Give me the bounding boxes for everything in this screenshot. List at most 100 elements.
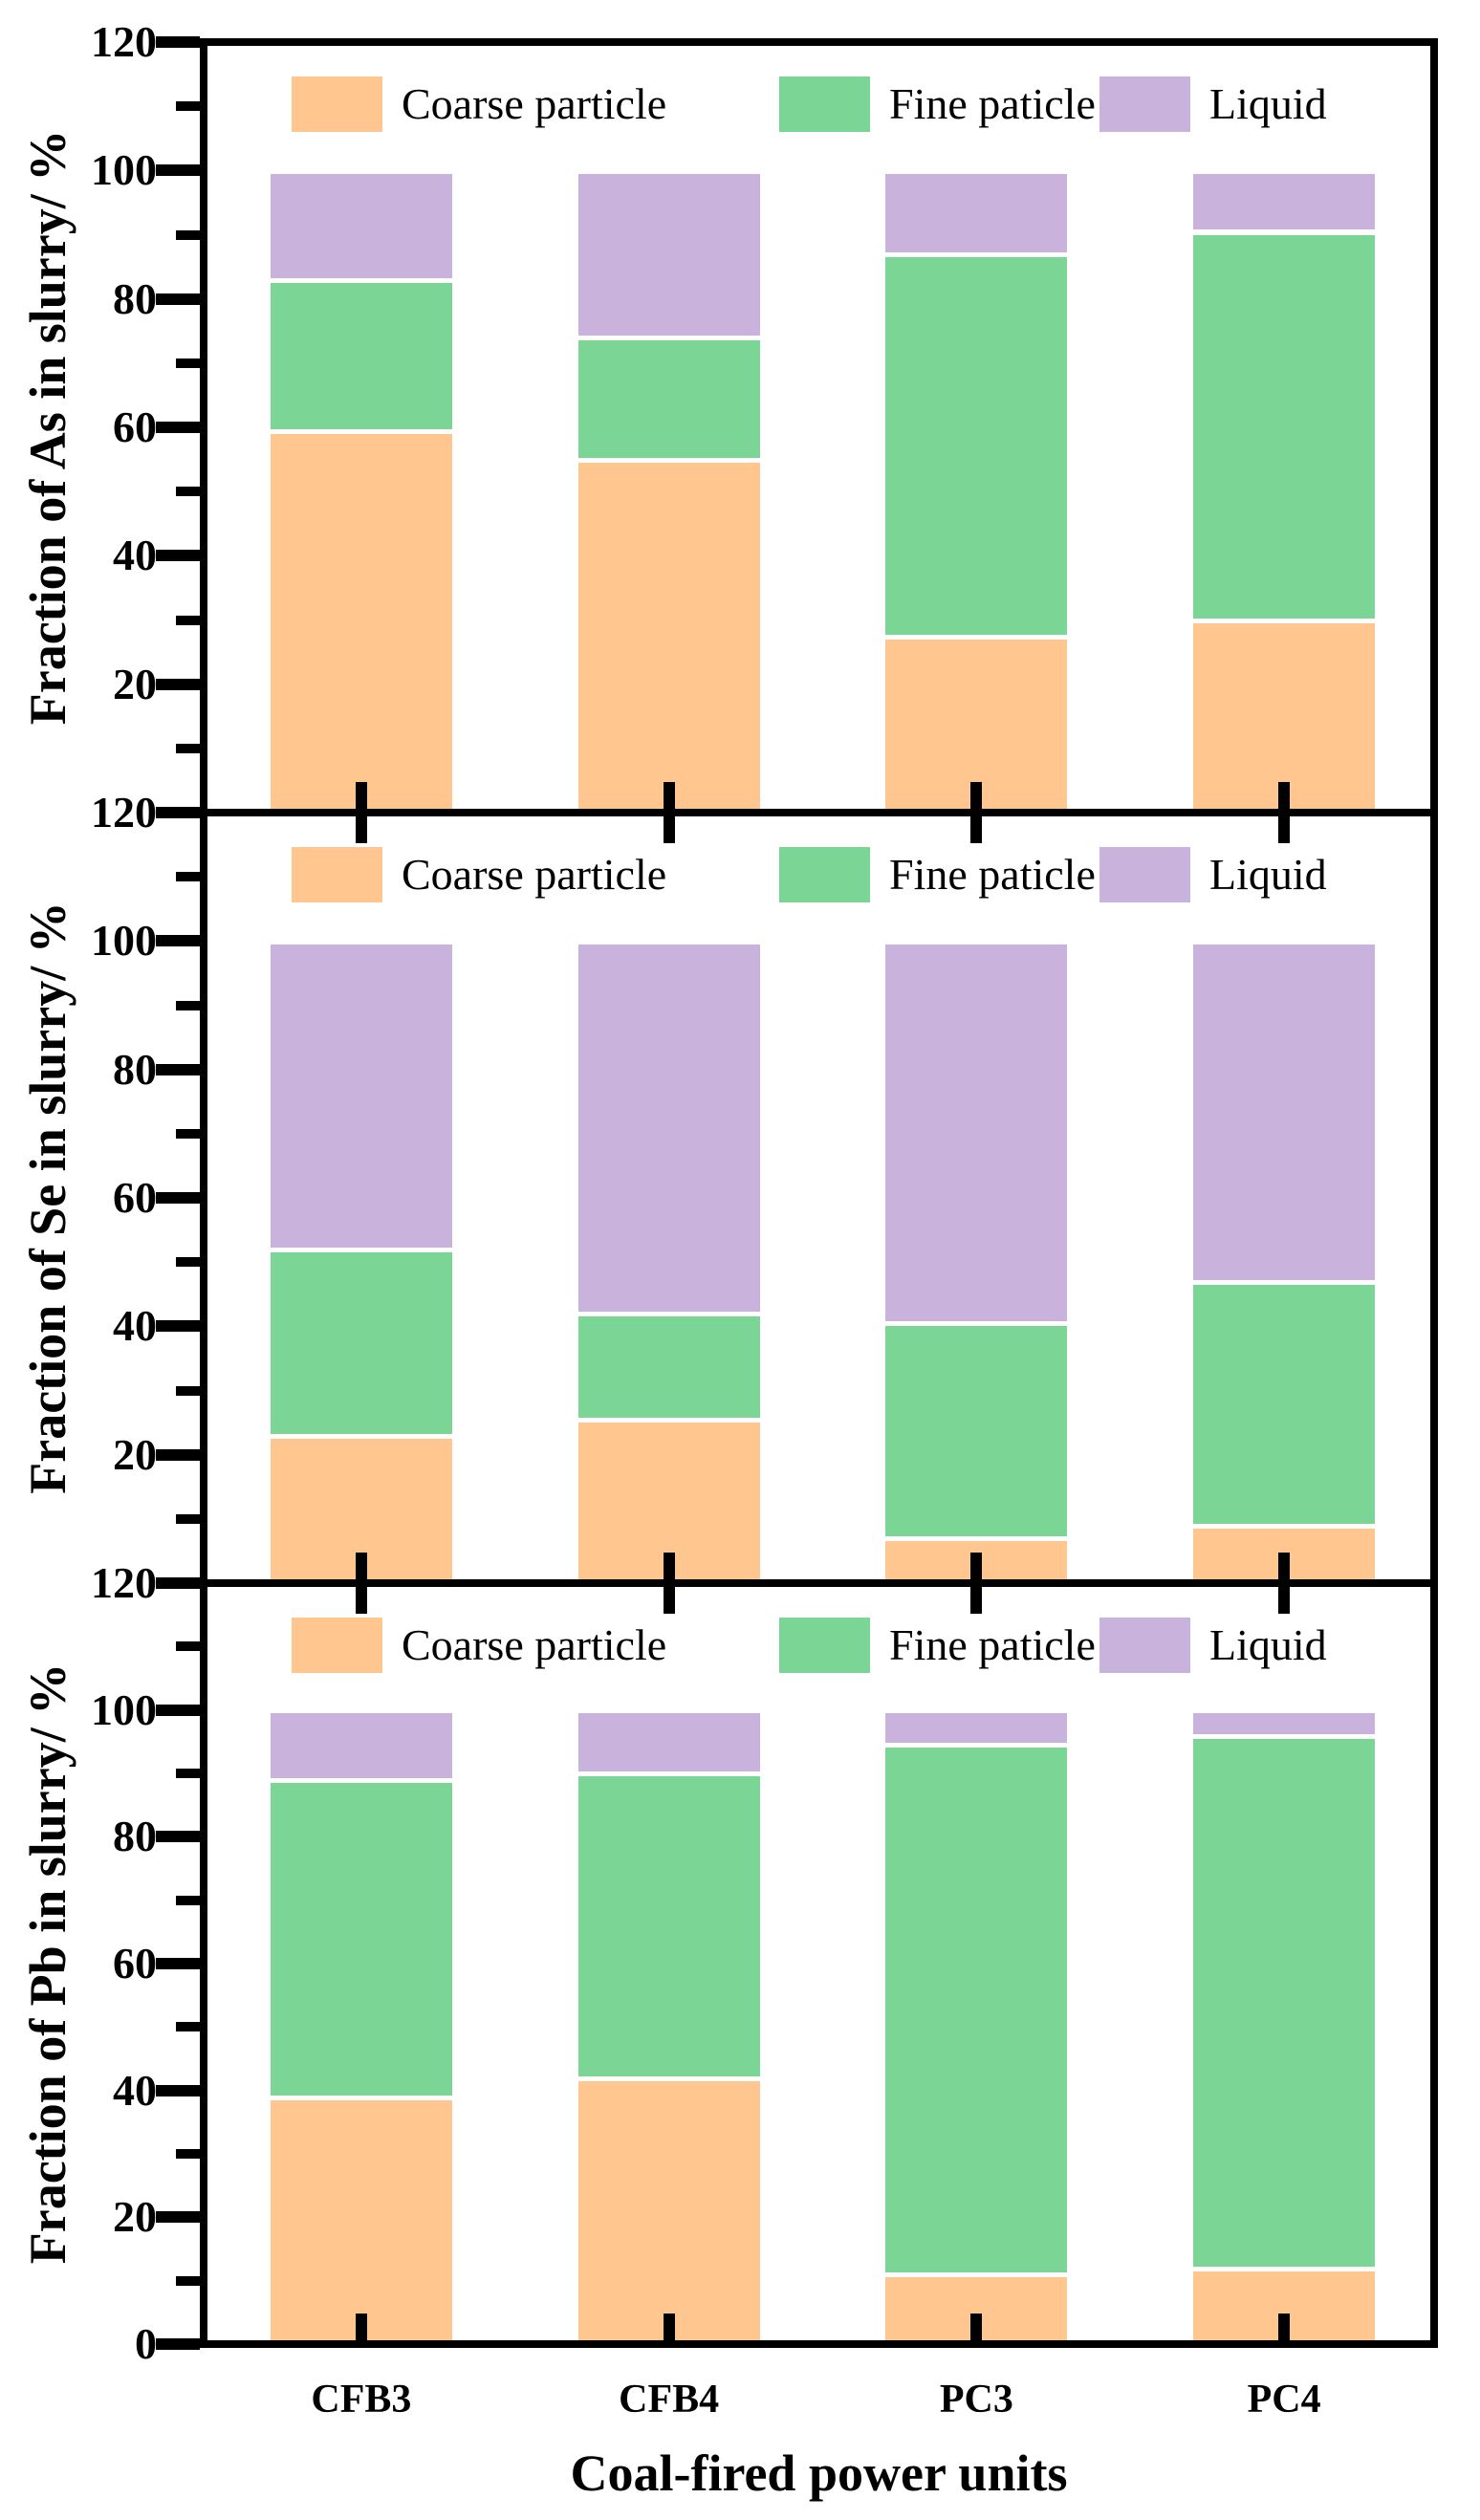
y-tick-label: 60 bbox=[113, 1173, 157, 1222]
y-tick-label: 80 bbox=[113, 1812, 157, 1861]
x-axis-title: Coal-fired power units bbox=[570, 2444, 1068, 2502]
y-minor-tick bbox=[176, 1641, 200, 1652]
bar-segment-PC4-2 bbox=[1193, 944, 1376, 1285]
legend-swatch-0 bbox=[292, 76, 382, 132]
y-major-tick bbox=[156, 1958, 200, 1969]
y-major-tick bbox=[156, 293, 200, 305]
bar-segment-PC4-1 bbox=[1193, 1284, 1376, 1529]
y-major-tick bbox=[156, 36, 200, 48]
y-minor-tick bbox=[176, 1513, 200, 1524]
y-major-tick bbox=[156, 2084, 200, 2096]
y-tick-label: 20 bbox=[113, 659, 157, 708]
y-minor-tick bbox=[176, 1769, 200, 1778]
y-tick-label: 100 bbox=[91, 916, 157, 966]
y-tick-label: 20 bbox=[113, 1429, 157, 1479]
bar-segment-CFB4-1 bbox=[577, 1776, 760, 2081]
y-tick-label: 40 bbox=[113, 531, 157, 580]
legend-swatch-1 bbox=[779, 847, 870, 902]
bar-segment-CFB4-0 bbox=[577, 462, 760, 813]
x-tick bbox=[663, 1553, 675, 1614]
bar-segment-CFB4-2 bbox=[577, 944, 760, 1317]
axis-frame-horizontal bbox=[200, 2340, 1438, 2348]
legend-label-2: Liquid bbox=[1209, 850, 1327, 899]
y-major-tick bbox=[156, 935, 200, 947]
x-tick-label-CFB4: CFB4 bbox=[619, 2378, 720, 2422]
bar-segment-CFB3-0 bbox=[270, 2099, 452, 2344]
y-minor-tick bbox=[176, 2022, 200, 2032]
y-minor-tick bbox=[176, 1895, 200, 1905]
bar-segment-CFB4-2 bbox=[577, 1712, 760, 1777]
bar-segment-PC3-1 bbox=[885, 257, 1068, 640]
legend-swatch-0 bbox=[292, 1618, 382, 1673]
y-minor-tick bbox=[176, 1128, 200, 1139]
y-tick-label: 20 bbox=[113, 2192, 157, 2242]
legend-label-2: Liquid bbox=[1209, 1620, 1327, 1669]
bar-segment-CFB3-1 bbox=[270, 282, 452, 434]
y-minor-tick bbox=[176, 2149, 200, 2159]
y-tick-label: 120 bbox=[91, 788, 157, 836]
bar-segment-PC3-2 bbox=[885, 173, 1068, 257]
y-minor-tick bbox=[176, 229, 200, 240]
bar-segment-CFB3-1 bbox=[270, 1782, 452, 2100]
bar-segment-CFB4-1 bbox=[577, 340, 760, 463]
y-major-tick bbox=[156, 1704, 200, 1716]
axis-frame-left bbox=[200, 38, 207, 2348]
bar-segment-CFB3-2 bbox=[270, 173, 452, 283]
legend-label-0: Coarse particle bbox=[402, 79, 667, 128]
legend-label-1: Fine paticle bbox=[889, 850, 1096, 899]
y-tick-label: 40 bbox=[113, 2065, 157, 2115]
y-major-tick bbox=[156, 678, 200, 690]
axis-frame-horizontal bbox=[200, 38, 1438, 46]
y-major-tick bbox=[156, 1577, 200, 1589]
y-major-tick bbox=[156, 164, 200, 177]
legend-label-1: Fine paticle bbox=[889, 1620, 1096, 1669]
bar-segment-CFB4-0 bbox=[577, 2080, 760, 2344]
y-major-tick bbox=[156, 1320, 200, 1333]
y-minor-tick bbox=[176, 1000, 200, 1010]
bar-segment-PC4-1 bbox=[1193, 234, 1376, 623]
y-major-tick bbox=[156, 550, 200, 562]
x-tick bbox=[355, 2314, 367, 2344]
y-major-tick bbox=[156, 2338, 200, 2350]
y-major-tick bbox=[156, 1063, 200, 1075]
y-major-tick bbox=[156, 807, 200, 818]
x-tick bbox=[1278, 2314, 1291, 2344]
y-tick-label: 0 bbox=[135, 2319, 157, 2368]
x-tick-label-PC3: PC3 bbox=[939, 2378, 1013, 2422]
y-tick-label: 120 bbox=[91, 1558, 157, 1607]
y-minor-tick bbox=[176, 872, 200, 882]
x-tick bbox=[355, 1553, 367, 1614]
legend-label-0: Coarse particle bbox=[402, 850, 667, 899]
x-tick bbox=[355, 782, 367, 843]
bar-segment-CFB4-1 bbox=[577, 1316, 760, 1423]
legend-label-1: Fine paticle bbox=[889, 79, 1096, 128]
legend-swatch-1 bbox=[779, 76, 870, 132]
y-minor-tick bbox=[176, 358, 200, 368]
y-minor-tick bbox=[176, 615, 200, 625]
y-major-tick bbox=[156, 1448, 200, 1461]
bar-segment-PC4-0 bbox=[1193, 622, 1376, 813]
y-minor-tick bbox=[176, 101, 200, 112]
bar-segment-PC4-1 bbox=[1193, 1738, 1376, 2271]
legend-swatch-2 bbox=[1099, 1618, 1190, 1673]
y-major-tick bbox=[156, 422, 200, 433]
x-tick bbox=[970, 1553, 983, 1614]
y-minor-tick bbox=[176, 1385, 200, 1396]
y-tick-label: 100 bbox=[91, 1684, 157, 1734]
y-tick-label: 60 bbox=[113, 402, 157, 451]
axis-frame-right bbox=[1430, 38, 1438, 2348]
y-tick-label: 100 bbox=[91, 145, 157, 195]
x-tick bbox=[970, 2314, 983, 2344]
bar-segment-CFB3-2 bbox=[270, 944, 452, 1253]
bar-segment-PC3-1 bbox=[885, 1326, 1068, 1542]
y-tick-label: 120 bbox=[91, 17, 157, 66]
bar-segment-PC4-2 bbox=[1193, 1712, 1376, 1739]
y-minor-tick bbox=[176, 1257, 200, 1268]
axis-frame-horizontal bbox=[200, 809, 1438, 816]
y-tick-label: 80 bbox=[113, 273, 157, 323]
x-tick bbox=[1278, 1553, 1291, 1614]
legend-swatch-2 bbox=[1099, 76, 1190, 132]
bar-segment-PC3-2 bbox=[885, 1712, 1068, 1749]
y-major-tick bbox=[156, 2211, 200, 2224]
